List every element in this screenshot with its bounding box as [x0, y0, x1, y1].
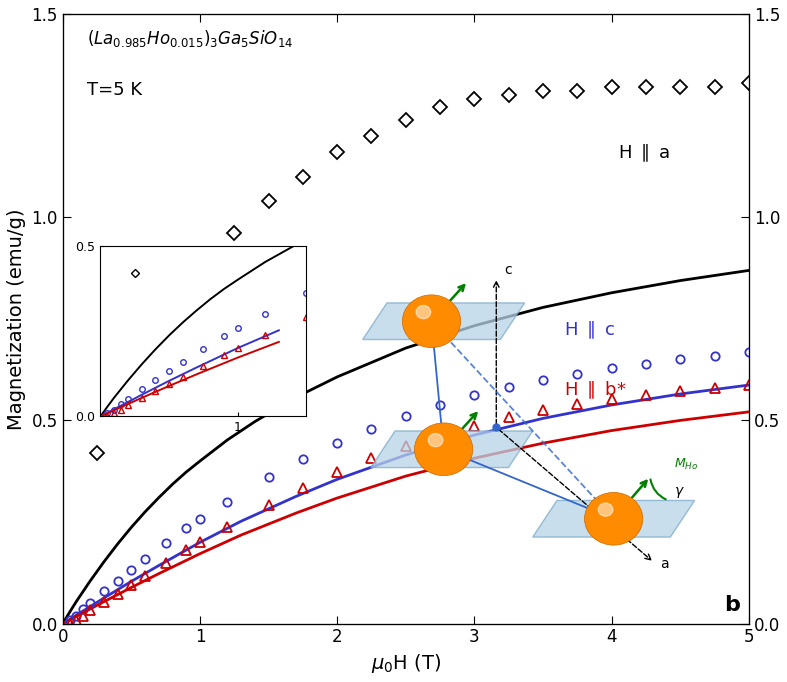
Text: H $\parallel$ b*: H $\parallel$ b*	[563, 379, 626, 401]
Y-axis label: Magnetization (emu/g): Magnetization (emu/g)	[7, 208, 26, 430]
Text: H $\parallel$ c: H $\parallel$ c	[563, 319, 615, 341]
Text: $(La_{0.985}Ho_{0.015})_3Ga_5SiO_{14}$: $(La_{0.985}Ho_{0.015})_3Ga_5SiO_{14}$	[87, 29, 294, 49]
Text: T=5 K: T=5 K	[87, 81, 142, 100]
X-axis label: $\mu_0$H (T): $\mu_0$H (T)	[371, 652, 441, 675]
Text: H $\parallel$ a: H $\parallel$ a	[619, 143, 671, 164]
Text: b: b	[724, 595, 740, 615]
